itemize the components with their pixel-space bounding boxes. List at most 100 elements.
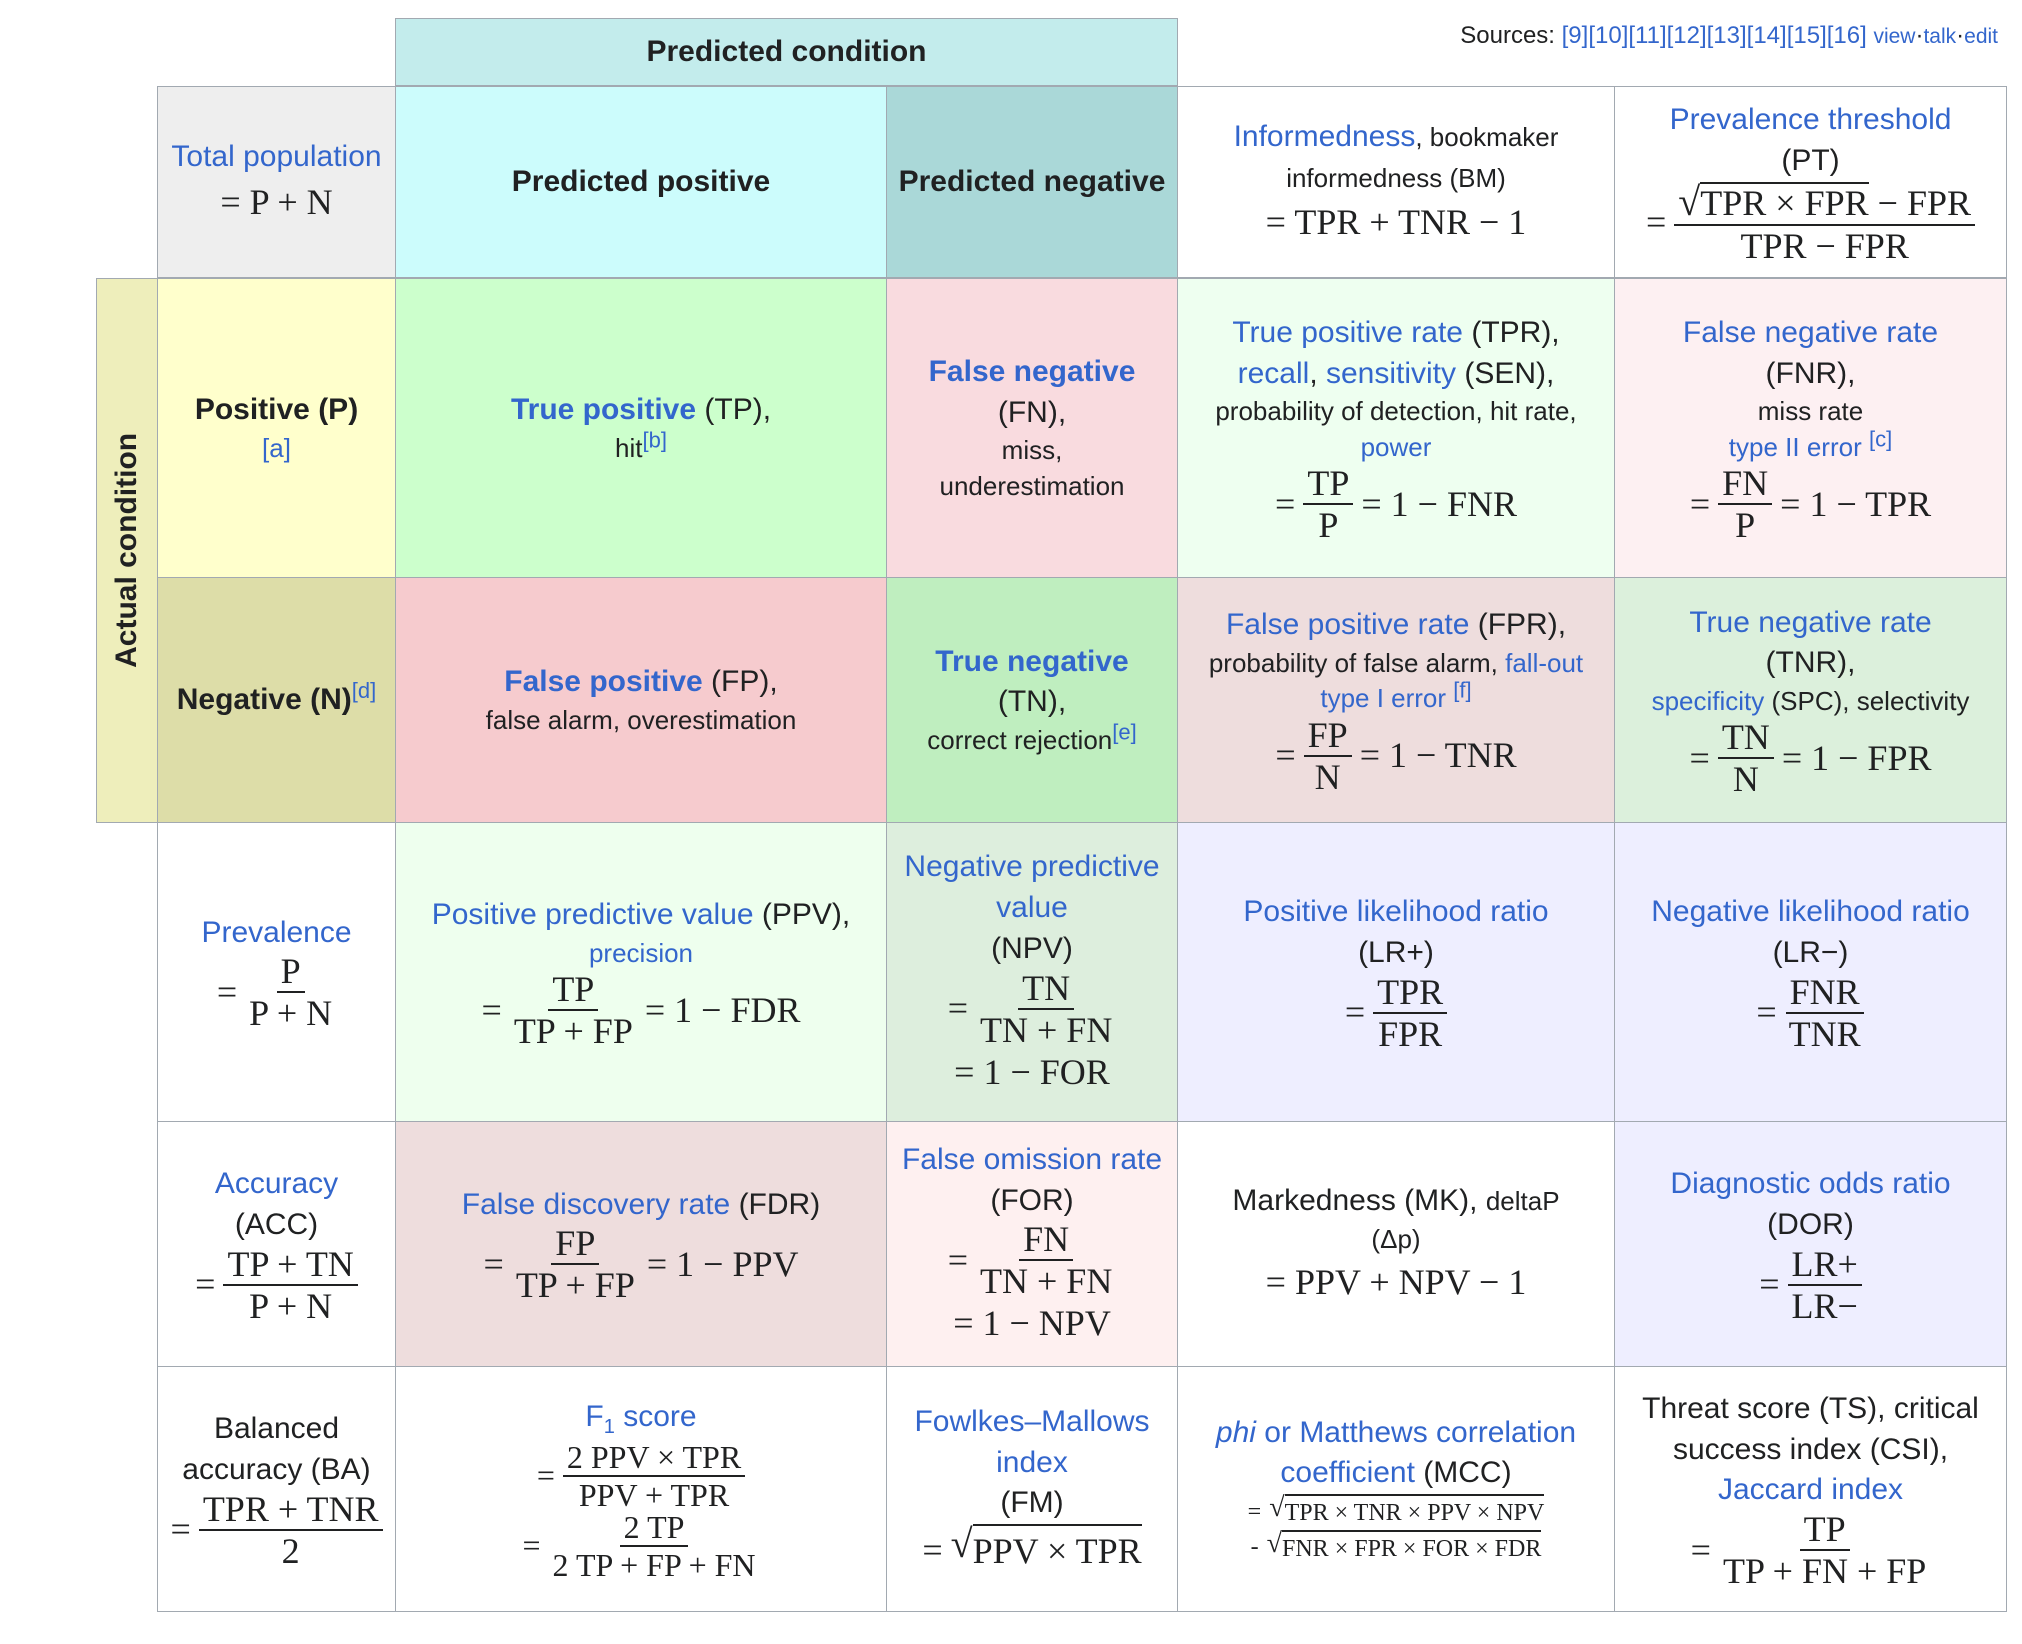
markedness-label: Markedness (MK), [1232, 1184, 1478, 1218]
true-positive-rate-cell: True positive rate (TPR), recall, sensit… [1177, 278, 1615, 578]
actual-condition-header: Actual condition [96, 278, 158, 823]
threat-score-cell: Threat score (TS), critical success inde… [1614, 1366, 2007, 1612]
edit-link[interactable]: edit [1964, 25, 1998, 48]
fdr-numerator: FP [551, 1225, 600, 1266]
note-f-link[interactable]: [f] [1453, 677, 1472, 703]
tnr-abbr: (TNR), [1765, 646, 1856, 680]
type-2-error-link[interactable]: type II error [1728, 431, 1862, 462]
tnr-denominator: N [1732, 759, 1759, 800]
total-population-formula: = P + N [220, 181, 333, 222]
f1-formula-2: = 2 TP 2 TP + FP + FN [522, 1511, 759, 1581]
mcc-formula-line-1: = √ TPR × TNR × PPV × NPV [1248, 1494, 1545, 1530]
talk-link[interactable]: talk [1923, 25, 1957, 48]
phi-link[interactable]: phi [1215, 1415, 1256, 1449]
sources-refs-link[interactable]: [9][10][11][12][13][14][15][16] [1561, 22, 1867, 49]
mcc-abbr: (MCC) [1423, 1456, 1512, 1490]
precision-link[interactable]: precision [588, 937, 694, 968]
for-link[interactable]: False omission rate [901, 1142, 1163, 1176]
note-b-link[interactable]: [b] [642, 427, 667, 453]
prevalence-threshold-cell: Prevalence threshold (PT) = √ TPR × FPR −… [1614, 86, 2007, 278]
positive-likelihood-ratio-link[interactable]: Positive likelihood ratio [1243, 895, 1549, 929]
true-positive-link[interactable]: True positive [510, 392, 697, 426]
fpr-formula-rest: = 1 − TNR [1359, 735, 1517, 776]
fnr-formula-rest: = 1 − TPR [1780, 483, 1932, 524]
true-negative-link[interactable]: True negative [935, 644, 1129, 678]
note-e-link[interactable]: [e] [1112, 719, 1137, 745]
fnr-numerator: FN [1718, 465, 1773, 506]
accuracy-link[interactable]: Accuracy [214, 1167, 339, 1201]
note-d-link[interactable]: [d] [351, 677, 377, 703]
note-c-link[interactable]: [c] [1868, 426, 1893, 452]
false-positive-rate-link[interactable]: False positive rate [1225, 608, 1470, 642]
fpr-formula: = FP N = 1 − TNR [1275, 714, 1517, 797]
or-text: or [1264, 1415, 1291, 1449]
markedness-cell: Markedness (MK), deltaP (Δp) = PPV + NPV… [1177, 1121, 1615, 1367]
ba-denominator: 2 [281, 1530, 300, 1571]
separator: · [1956, 22, 1965, 49]
lrn-numerator: FNR [1785, 974, 1864, 1014]
positive-cell: Positive (P) [a] [157, 278, 396, 578]
lrn-abbr: (LR−) [1772, 936, 1849, 969]
pt-abbr: (PT) [1781, 144, 1840, 177]
false-negative-link[interactable]: False negative [928, 354, 1136, 388]
negative-likelihood-ratio-link[interactable]: Negative likelihood ratio [1651, 895, 1970, 929]
false-positive-link[interactable]: False positive [504, 664, 703, 698]
sources-bar: Sources: [9][10][11][12][13][14][15][16]… [1460, 22, 1998, 50]
f1-denominator-2: 2 TP + FP + FN [552, 1547, 756, 1584]
lrp-numerator: TPR [1373, 974, 1448, 1014]
npv-numerator: TN [1018, 970, 1075, 1010]
fowlkes-mallows-cell: Fowlkes–Mallows index (FM) = √ PPV × TPR [886, 1366, 1178, 1612]
recall-link[interactable]: recall [1237, 356, 1310, 390]
mcc-root-2: FNR × FPR × FOR × FDR [1282, 1529, 1542, 1566]
prevalence-link[interactable]: Prevalence [201, 915, 352, 949]
ts-denominator: TP + FN + FP [1722, 1551, 1927, 1592]
informedness-link[interactable]: Informedness [1233, 119, 1416, 153]
npv-link[interactable]: Negative predictive value [904, 850, 1160, 925]
sources-label: Sources: [1460, 22, 1555, 49]
f1-link[interactable]: F [585, 1399, 604, 1433]
ppv-formula: = TP TP + FP = 1 − FDR [481, 969, 801, 1052]
dor-link[interactable]: Diagnostic odds ratio [1670, 1167, 1951, 1201]
note-a-link[interactable]: [a] [262, 432, 291, 463]
predicted-negative-label: Predicted negative [898, 164, 1166, 198]
specificity-link[interactable]: specificity [1651, 686, 1765, 717]
sen-abbr: (SEN), [1464, 356, 1555, 390]
fn-abbr: (FN), [997, 395, 1067, 429]
fall-out-link[interactable]: fall-out [1505, 648, 1584, 679]
tpr-numerator: TP [1303, 465, 1354, 506]
true-negative-rate-link[interactable]: True negative rate [1689, 605, 1932, 639]
lrn-formula: = FNR TNR [1756, 974, 1864, 1052]
npv-abbr: (NPV) [991, 931, 1073, 965]
balanced-accuracy-formula: = TPR + TNR 2 [171, 1491, 383, 1569]
dor-denominator: LR− [1791, 1285, 1858, 1326]
balanced-accuracy-cell: Balanced accuracy (BA) = TPR + TNR 2 [157, 1366, 396, 1612]
ppv-link[interactable]: Positive predictive value [431, 897, 754, 931]
fdr-link[interactable]: False discovery rate [461, 1187, 731, 1221]
f1-formula-1: = 2 PPV × TPR PPV + TPR [537, 1441, 746, 1511]
view-link[interactable]: view [1873, 25, 1916, 48]
sensitivity-link[interactable]: sensitivity [1325, 356, 1457, 390]
for-formula-rest: = 1 − NPV [953, 1303, 1111, 1344]
f1-score-link[interactable]: score [623, 1399, 697, 1433]
tn-alias: correct rejection [927, 725, 1113, 756]
total-population-link[interactable]: Total population [171, 140, 382, 174]
pt-numerator-root: TPR × FPR [1700, 181, 1869, 223]
true-positive-rate-link[interactable]: True positive rate [1232, 315, 1463, 349]
fowlkes-mallows-link[interactable]: Fowlkes–Mallows index [914, 1404, 1150, 1479]
prevalence-denominator: P + N [249, 993, 333, 1034]
jaccard-index-link[interactable]: Jaccard index [1717, 1473, 1904, 1507]
power-link[interactable]: power [1360, 431, 1432, 462]
false-negative-cell: False negative (FN), miss, underestimati… [886, 278, 1178, 578]
separator: · [1915, 22, 1924, 49]
fp-alias: false alarm, overestimation [485, 704, 797, 735]
positive-label: Positive (P) [194, 392, 359, 426]
type-1-error-link[interactable]: type I error [1320, 683, 1447, 714]
f1-numerator-1: 2 PPV × TPR [562, 1441, 746, 1478]
mcc-root-1: TPR × TNR × PPV × NPV [1284, 1494, 1545, 1530]
true-negative-cell: True negative (TN), correct rejection[e] [886, 577, 1178, 823]
ppv-numerator: TP [548, 971, 599, 1012]
false-negative-rate-link[interactable]: False negative rate [1682, 315, 1939, 349]
prevalence-threshold-link[interactable]: Prevalence threshold [1669, 103, 1952, 137]
mcc-link[interactable]: Matthews correlation coefficient [1280, 1415, 1577, 1490]
